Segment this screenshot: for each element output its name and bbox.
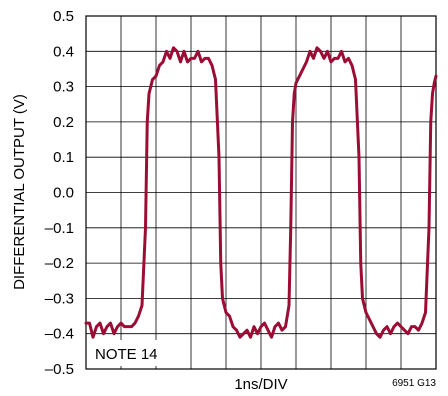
- plot-frame: [85, 15, 437, 370]
- y-tick-label: –0.3: [45, 290, 74, 307]
- y-tick-label: –0.2: [45, 255, 74, 272]
- y-tick-labels: 0.5 0.4 0.3 0.2 0.1 0.0 –0.1 –0.2 –0.3 –0.4 –0.5: [45, 8, 74, 378]
- y-tick-label: 0.5: [53, 8, 74, 25]
- annotation-background: [88, 340, 162, 366]
- y-tick-label: –0.4: [45, 326, 74, 343]
- annotation-note: NOTE 14: [95, 346, 158, 363]
- y-tick-label: –0.1: [45, 220, 74, 237]
- y-tick-label: –0.5: [45, 361, 74, 378]
- y-tick-label: 0.1: [53, 149, 74, 166]
- y-tick-label: 0.2: [53, 114, 74, 131]
- x-axis-label: 1ns/DIV: [234, 376, 287, 393]
- figure-code: 6951 G13: [392, 378, 436, 389]
- y-tick-label: 0.4: [53, 43, 74, 60]
- y-tick-label: 0.0: [53, 185, 74, 202]
- y-tick-label: 0.3: [53, 79, 74, 96]
- y-axis-label: DIFFERENTIAL OUTPUT (V): [11, 94, 28, 290]
- series-line: [84, 46, 438, 339]
- grid-lines: [86, 16, 436, 369]
- series-group: [84, 46, 438, 339]
